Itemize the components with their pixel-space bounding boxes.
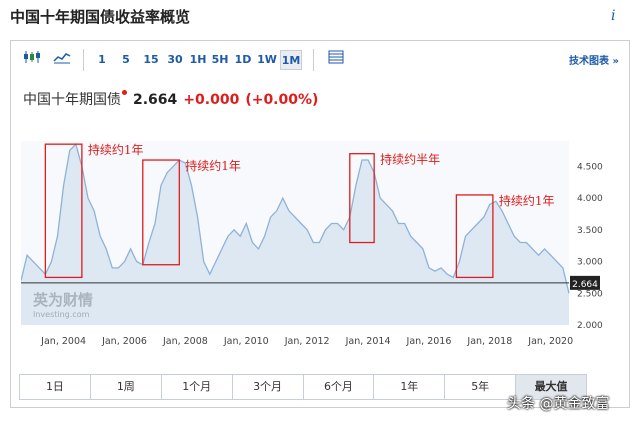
table-icon[interactable] (325, 50, 347, 70)
social-watermark: 头条 @黄金致富 (507, 396, 610, 412)
timeframe-5[interactable]: 5 (122, 53, 130, 66)
y-tick-label: 3.000 (577, 258, 603, 268)
range-1d[interactable]: 1日 (20, 375, 91, 399)
range-5y[interactable]: 5年 (445, 375, 517, 399)
range-3m[interactable]: 3个月 (233, 375, 304, 399)
chart-toolbar: 1 5 15 30 1H 5H 1D 1W 1M 技术图表 » (11, 41, 629, 79)
range-1w[interactable]: 1周 (91, 375, 162, 399)
price-change: +0.000 (183, 92, 240, 108)
timeframe-1h[interactable]: 1H (189, 53, 207, 66)
y-tick-label: 3.500 (577, 226, 603, 236)
timeframe-30[interactable]: 30 (167, 53, 183, 66)
timeframe-15[interactable]: 15 (143, 53, 159, 66)
yield-chart[interactable]: 2.664 2.000 2.500 3.000 3.500 4.000 4.500 Jan, … (21, 141, 621, 373)
annotation-label: 持续约半年 (380, 152, 440, 167)
live-dot-icon (122, 90, 127, 95)
investing-logo-sub: Investing.com (33, 310, 90, 319)
range-6m[interactable]: 6个月 (304, 375, 375, 399)
instrument-name: 中国十年期国债 (23, 92, 121, 108)
x-tick-label: Jan, 2010 (223, 336, 269, 347)
area-chart-icon[interactable] (51, 50, 73, 70)
last-price: 2.664 (133, 92, 178, 108)
chart-panel: 1 5 15 30 1H 5H 1D 1W 1M 技术图表 » 中国十年期国债 2… (10, 40, 630, 408)
timeframe-1m[interactable]: 1M (280, 50, 302, 70)
y-tick-label: 4.000 (577, 194, 603, 204)
annotation-label: 持续约1年 (185, 158, 241, 173)
timeframe-5h[interactable]: 5H (211, 53, 229, 66)
timeframe-1w[interactable]: 1W (257, 53, 277, 66)
x-tick-label: Jan, 2014 (345, 336, 391, 347)
annotation-label: 持续约1年 (88, 142, 144, 157)
series-area (21, 144, 569, 325)
current-value-tag (570, 275, 600, 290)
x-tick-label: Jan, 2020 (527, 336, 573, 347)
x-tick-label: Jan, 2008 (162, 336, 208, 347)
timeframe-1d[interactable]: 1D (234, 53, 252, 66)
highlight-box (44, 143, 83, 279)
price-change-pct: (+0.00%) (245, 92, 319, 108)
investing-logo: 英为财情 (33, 291, 93, 309)
highlight-box (142, 159, 180, 266)
x-tick-label: Jan, 2012 (284, 336, 330, 347)
highlight-box (455, 194, 494, 279)
range-selector: 1日 1周 1个月 3个月 6个月 1年 5年 最大值 (19, 374, 587, 400)
x-tick-label: Jan, 2016 (406, 336, 452, 347)
x-tick-label: Jan, 2004 (40, 336, 86, 347)
page-title: 中国十年期国债收益率概览 (10, 8, 191, 26)
current-value-label: 2.664 (572, 280, 598, 290)
candlestick-icon[interactable] (21, 50, 43, 70)
range-max[interactable]: 最大值 (516, 375, 586, 399)
quote-header: 中国十年期国债 2.664 +0.000 (+0.00%) (23, 89, 318, 109)
range-1y[interactable]: 1年 (374, 375, 446, 399)
x-tick-label: Jan, 2006 (101, 336, 147, 347)
range-1m[interactable]: 1个月 (162, 375, 233, 399)
x-tick-label: Jan, 2018 (466, 336, 512, 347)
toolbar-divider (313, 49, 314, 71)
y-tick-label: 4.500 (577, 162, 603, 172)
highlight-box (349, 153, 375, 244)
toolbar-divider (83, 49, 84, 71)
y-tick-label: 2.500 (577, 289, 603, 299)
info-icon[interactable]: i (611, 8, 616, 24)
annotation-label: 持续约1年 (499, 193, 555, 208)
y-tick-label: 2.000 (577, 321, 603, 331)
tech-chart-link[interactable]: 技术图表 » (569, 56, 619, 67)
timeframe-1[interactable]: 1 (98, 53, 106, 66)
series-line (21, 142, 570, 294)
